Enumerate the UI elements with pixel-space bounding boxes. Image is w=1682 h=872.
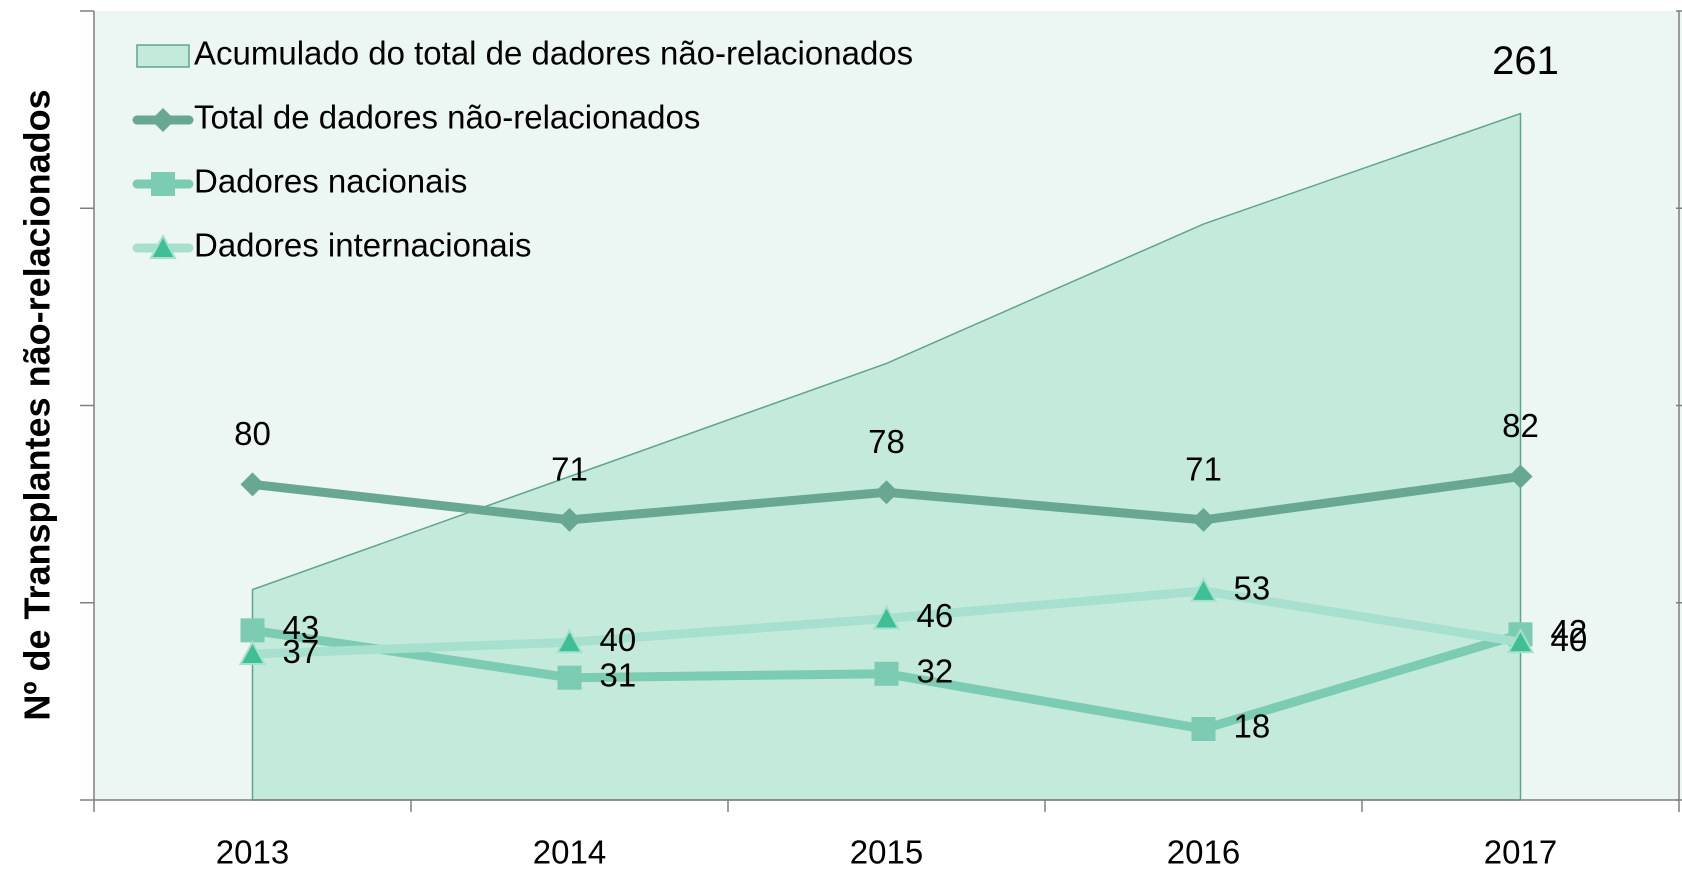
data-label: 71 xyxy=(551,451,588,488)
marker xyxy=(151,108,175,132)
x-tick-label: 2013 xyxy=(216,834,289,871)
legend-swatch xyxy=(136,44,190,68)
data-label: 261 xyxy=(1492,39,1559,83)
legend-label: Dadores internacionais xyxy=(194,227,532,264)
data-label: 37 xyxy=(283,633,320,670)
y-axis-title: Nº de Transplantes não-relacionados xyxy=(17,89,58,720)
data-label: 53 xyxy=(1234,570,1271,607)
marker xyxy=(1506,628,1535,654)
data-label: 71 xyxy=(1185,451,1222,488)
marker xyxy=(872,604,901,630)
legend-label: Total de dadores não-relacionados xyxy=(194,99,700,136)
data-label: 40 xyxy=(1551,621,1588,658)
marker xyxy=(1508,464,1533,489)
marker xyxy=(557,665,582,690)
data-label: 40 xyxy=(600,621,637,658)
legend-label: Dadores nacionais xyxy=(194,163,467,200)
data-label: 46 xyxy=(917,597,954,634)
x-tick-label: 2015 xyxy=(850,834,923,871)
marker xyxy=(240,472,265,497)
x-tick-label: 2016 xyxy=(1167,834,1240,871)
data-label: 18 xyxy=(1234,708,1271,745)
marker xyxy=(1191,507,1216,532)
data-label: 31 xyxy=(600,656,637,693)
x-tick-label: 2014 xyxy=(533,834,606,871)
marker xyxy=(874,480,899,505)
marker xyxy=(874,661,899,686)
legend-label: Acumulado do total de dadores não-relaci… xyxy=(194,35,913,72)
data-label: 43 xyxy=(283,609,320,646)
x-tick-label: 2017 xyxy=(1484,834,1557,871)
marker xyxy=(149,233,177,259)
marker xyxy=(238,639,267,666)
data-label: 32 xyxy=(917,652,954,689)
marker xyxy=(1189,576,1218,602)
data-label: 78 xyxy=(868,423,905,460)
marker xyxy=(555,628,584,654)
data-label: 42 xyxy=(1551,613,1588,650)
data-label: 80 xyxy=(234,415,271,452)
marker xyxy=(557,507,582,532)
marker xyxy=(1191,716,1216,741)
data-label: 82 xyxy=(1502,407,1539,444)
marker xyxy=(151,172,175,196)
marker xyxy=(240,618,265,643)
